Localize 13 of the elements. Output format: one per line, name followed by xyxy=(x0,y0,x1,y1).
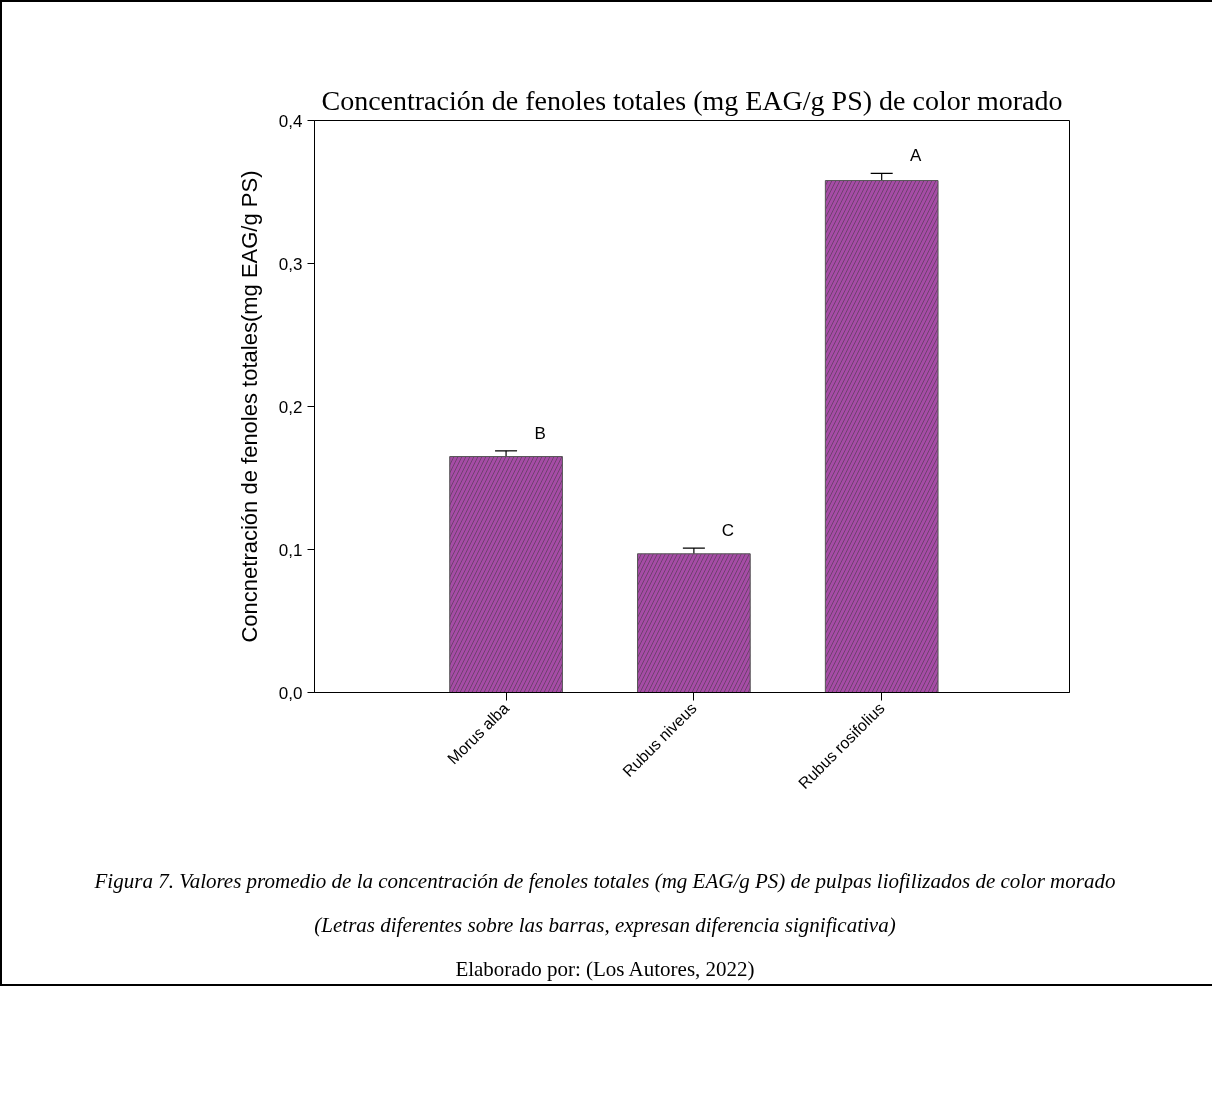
y-tick-label: 0,1 xyxy=(278,540,303,560)
text: Figura 7. Valores promedio de la concentración de fenoles totales (mg EAG/g PS) de pulpas liofilizados de color morado xyxy=(94,868,1116,895)
text: Elaborado por: (Los Autores, 2022) xyxy=(455,956,755,983)
annotation: B xyxy=(534,423,546,443)
text: (Letras diferentes sobre las barras, expresan diferencia significativa) xyxy=(314,912,896,939)
chart-title: Concentración de fenoles totales (mg EAG/g PS) de color morado xyxy=(321,84,1063,116)
annotation: C xyxy=(721,521,735,541)
y-tick-label: 0,4 xyxy=(278,111,303,131)
y-tick-label: 0,2 xyxy=(278,397,303,417)
y-axis-title: Concnetración de fenoles totales(mg EAG/g PS) xyxy=(236,170,262,643)
y-tick-label: 0,3 xyxy=(278,254,303,274)
y-tick-label: 0,0 xyxy=(278,683,303,703)
annotation: A xyxy=(910,146,923,166)
